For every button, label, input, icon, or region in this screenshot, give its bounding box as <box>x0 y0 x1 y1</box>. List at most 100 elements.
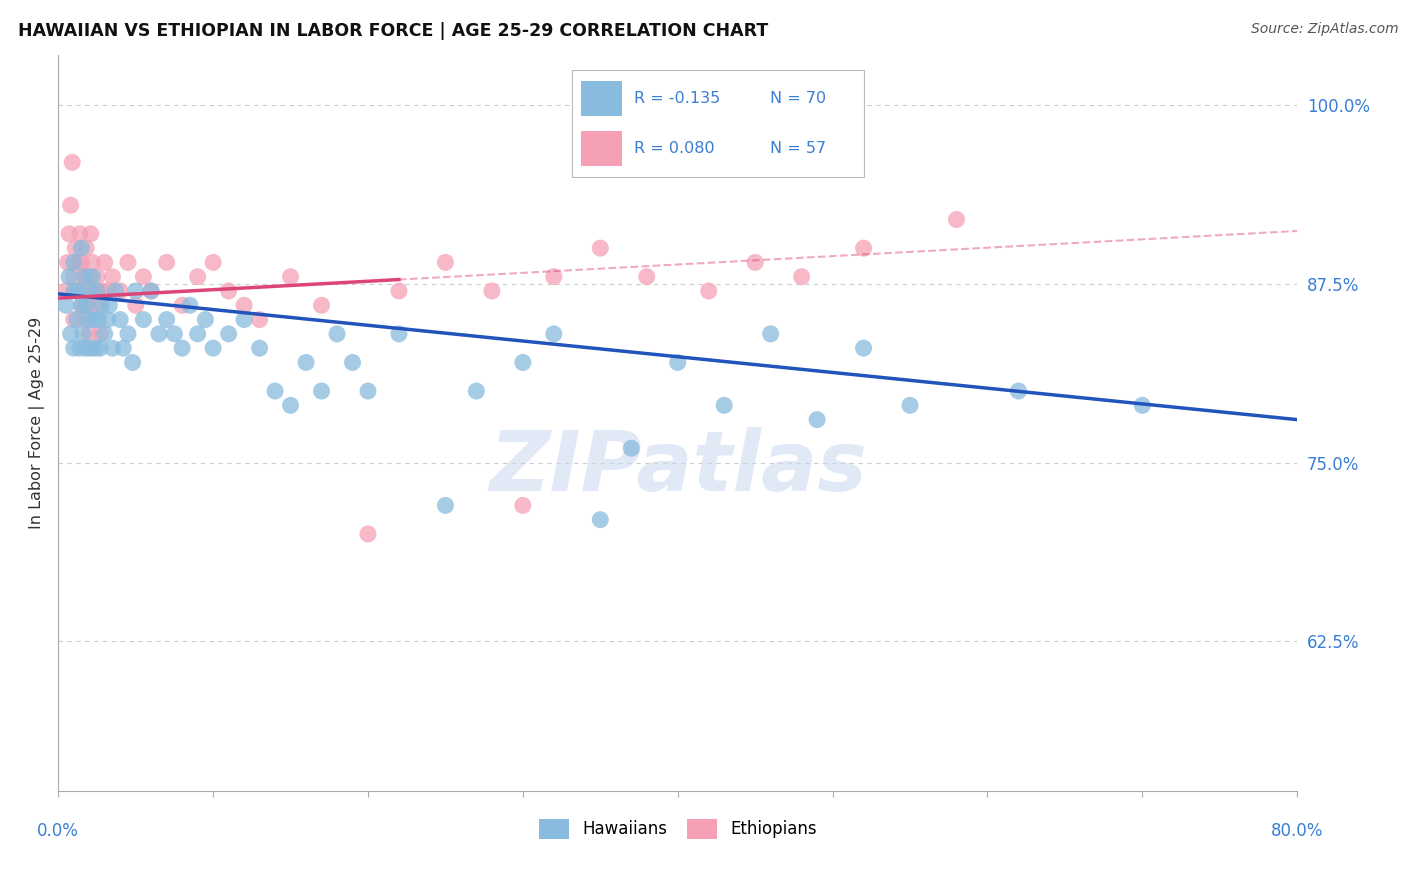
Point <box>342 355 364 369</box>
Point <box>945 212 967 227</box>
Point <box>898 398 921 412</box>
Point <box>84 341 107 355</box>
Point <box>1007 384 1029 398</box>
Point <box>112 341 135 355</box>
Point <box>132 312 155 326</box>
Point <box>104 284 127 298</box>
Point <box>97 284 120 298</box>
Point <box>357 384 380 398</box>
Point <box>62 255 84 269</box>
Point <box>70 298 93 312</box>
Point <box>83 284 105 298</box>
Point <box>249 312 271 326</box>
Point <box>187 326 209 341</box>
Point <box>77 326 100 341</box>
Point <box>67 255 90 269</box>
Point <box>108 284 131 298</box>
Point <box>73 312 96 326</box>
Point <box>249 341 271 355</box>
Point <box>66 284 89 298</box>
Point <box>86 284 108 298</box>
Point <box>56 255 79 269</box>
Point <box>62 284 84 298</box>
Point <box>108 312 131 326</box>
Point <box>233 298 256 312</box>
Point <box>62 312 84 326</box>
Point <box>117 255 139 269</box>
Point <box>101 269 124 284</box>
Point <box>77 284 100 298</box>
Point <box>233 312 256 326</box>
Point <box>852 341 875 355</box>
Point <box>589 241 612 255</box>
Point <box>58 227 80 241</box>
Point <box>125 298 148 312</box>
Point <box>326 326 349 341</box>
Point <box>156 312 179 326</box>
Point <box>148 326 170 341</box>
Point <box>666 355 689 369</box>
Point <box>589 513 612 527</box>
Point <box>121 355 143 369</box>
Point <box>55 284 77 298</box>
Text: HAWAIIAN VS ETHIOPIAN IN LABOR FORCE | AGE 25-29 CORRELATION CHART: HAWAIIAN VS ETHIOPIAN IN LABOR FORCE | A… <box>18 22 769 40</box>
Point <box>512 355 534 369</box>
Point <box>83 312 105 326</box>
Point <box>357 527 380 541</box>
Point <box>60 155 83 169</box>
Point <box>89 341 111 355</box>
Point <box>636 269 658 284</box>
Point <box>264 384 287 398</box>
Point <box>218 326 240 341</box>
Point <box>70 255 93 269</box>
Text: 80.0%: 80.0% <box>1271 822 1323 840</box>
Point <box>58 269 80 284</box>
Point <box>82 269 104 284</box>
Point <box>62 269 84 284</box>
Y-axis label: In Labor Force | Age 25-29: In Labor Force | Age 25-29 <box>30 317 45 529</box>
Point <box>72 326 94 341</box>
Point <box>620 441 643 455</box>
Point <box>80 341 103 355</box>
Point <box>73 269 96 284</box>
Point <box>75 341 97 355</box>
Point <box>70 241 93 255</box>
Point <box>187 269 209 284</box>
Point <box>179 298 201 312</box>
Point <box>465 384 488 398</box>
Point <box>90 284 112 298</box>
Point <box>98 298 121 312</box>
Point <box>1130 398 1153 412</box>
Text: ZIPatlas: ZIPatlas <box>489 427 866 508</box>
Point <box>759 326 782 341</box>
Point <box>202 255 225 269</box>
Point <box>543 269 565 284</box>
Text: Source: ZipAtlas.com: Source: ZipAtlas.com <box>1251 22 1399 37</box>
Point <box>86 269 108 284</box>
Point <box>806 412 828 426</box>
Point <box>75 269 97 284</box>
Point <box>117 326 139 341</box>
Point <box>512 499 534 513</box>
Point <box>543 326 565 341</box>
Point <box>97 312 120 326</box>
Point <box>75 298 97 312</box>
Point <box>744 255 766 269</box>
Legend: Hawaiians, Ethiopians: Hawaiians, Ethiopians <box>531 812 824 846</box>
Point <box>697 284 720 298</box>
Point <box>311 384 333 398</box>
Point <box>69 341 91 355</box>
Point <box>194 312 217 326</box>
Point <box>93 255 115 269</box>
Point <box>388 326 411 341</box>
Point <box>202 341 225 355</box>
Point <box>141 284 163 298</box>
Point <box>77 269 100 284</box>
Point <box>80 227 103 241</box>
Point <box>434 499 457 513</box>
Point <box>790 269 813 284</box>
Point <box>713 398 735 412</box>
Point <box>434 255 457 269</box>
Point <box>77 312 100 326</box>
Point <box>172 341 194 355</box>
